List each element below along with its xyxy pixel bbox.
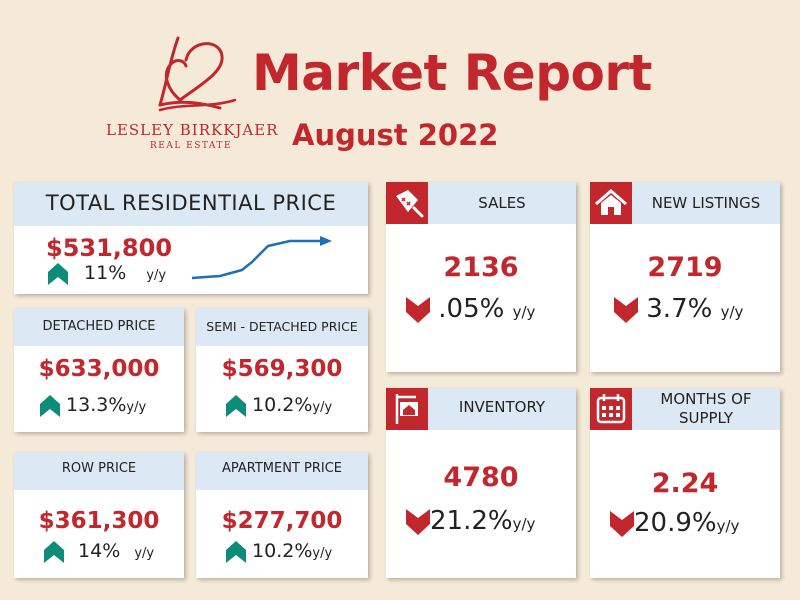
change-unit: y/y (312, 546, 333, 561)
card-change: 10.2%y/y (226, 540, 332, 563)
change-percent: 21.2% (430, 506, 513, 536)
card-change: 14% y/y (44, 540, 154, 563)
new-listings-card: NEW LISTINGS 2719 3.7% y/y (590, 182, 780, 372)
card-label: ROW PRICE (61, 461, 137, 476)
change-percent: 14% (78, 540, 121, 562)
up-arrow-icon (226, 394, 246, 417)
down-arrow-icon (614, 296, 638, 323)
change-unit: y/y (312, 400, 333, 415)
card-change: 20.9%y/y (610, 508, 739, 538)
card-change: 3.7% y/y (614, 294, 743, 324)
change-percent: 10.2% (252, 540, 313, 562)
card-value: $361,300 (38, 508, 160, 534)
trend-line-icon (191, 236, 332, 280)
card-change: 13.3%y/y (40, 394, 146, 417)
down-arrow-icon (406, 296, 430, 323)
card-value: $277,700 (221, 508, 343, 534)
card-header (14, 452, 184, 490)
inventory-card: INVENTORY 4780 21.2%y/y (386, 388, 576, 578)
apartment-price-card: APARTMENT PRICE $277,700 10.2%y/y (196, 452, 368, 578)
card-label-line1: MONTHS OF (660, 390, 752, 408)
card-label: SALES (478, 194, 526, 212)
house-icon (590, 182, 632, 224)
change-unit: y/y (716, 517, 740, 535)
sold-tag-icon (386, 182, 428, 224)
months-of-supply-card: MONTHS OF SUPPLY 2.24 20.9%y/y (590, 388, 780, 578)
card-label-line2: SUPPLY (678, 409, 734, 427)
change-percent: 3.7% (646, 294, 713, 324)
card-label: APARTMENT PRICE (221, 461, 343, 476)
card-change: 11% y/y (48, 262, 166, 285)
down-arrow-icon (610, 510, 634, 537)
sales-card: SALES 2136 .05% y/y (386, 182, 576, 372)
card-header (196, 452, 368, 490)
card-label: TOTAL RESIDENTIAL PRICE (45, 191, 337, 215)
up-arrow-icon (48, 262, 68, 285)
card-label: NEW LISTINGS (651, 194, 761, 212)
change-unit: y/y (146, 268, 167, 283)
card-change: .05% y/y (406, 294, 535, 324)
change-percent: 10.2% (252, 394, 313, 416)
change-percent: 11% (84, 262, 127, 284)
brand-name: LESLEY BIRKKJAER (106, 121, 279, 139)
card-value: $569,300 (221, 356, 343, 382)
total-residential-card: TOTAL RESIDENTIAL PRICE $531,800 11% y/y (14, 182, 368, 294)
logo-heart-icon (158, 36, 237, 112)
page-title: Market Report (252, 44, 652, 102)
card-value: $633,000 (38, 356, 160, 382)
change-unit: y/y (512, 303, 536, 321)
card-label: SEMI - DETACHED PRICE (206, 319, 358, 334)
card-change: 10.2%y/y (226, 394, 332, 417)
semi-detached-price-card: SEMI - DETACHED PRICE $569,300 10.2%y/y (196, 308, 368, 432)
change-percent: .05% (438, 294, 505, 324)
card-change: 21.2%y/y (406, 506, 535, 536)
change-unit: y/y (512, 515, 536, 533)
card-value: 2719 (647, 252, 723, 283)
up-arrow-icon (226, 540, 246, 563)
card-header (14, 308, 184, 346)
card-value: 2136 (443, 252, 519, 283)
card-value: 2.24 (651, 468, 719, 499)
down-arrow-icon (406, 508, 430, 535)
brand-tagline: REAL ESTATE (150, 141, 233, 151)
card-header (14, 182, 368, 226)
change-percent: 13.3% (66, 394, 127, 416)
card-value: $531,800 (46, 234, 173, 262)
card-header (196, 308, 368, 346)
row-price-card: ROW PRICE $361,300 14% y/y (14, 452, 184, 578)
up-arrow-icon (40, 394, 60, 417)
change-unit: y/y (126, 400, 147, 415)
detached-price-card: DETACHED PRICE $633,000 13.3%y/y (14, 308, 184, 432)
change-unit: y/y (134, 546, 155, 561)
card-value: 4780 (443, 462, 519, 493)
page-subtitle: August 2022 (292, 118, 499, 152)
change-unit: y/y (720, 303, 744, 321)
change-percent: 20.9% (634, 508, 717, 538)
up-arrow-icon (44, 540, 64, 563)
card-label: INVENTORY (458, 398, 546, 416)
calendar-icon (590, 388, 632, 430)
for-sale-sign-icon (386, 388, 428, 430)
card-label: DETACHED PRICE (42, 319, 156, 334)
